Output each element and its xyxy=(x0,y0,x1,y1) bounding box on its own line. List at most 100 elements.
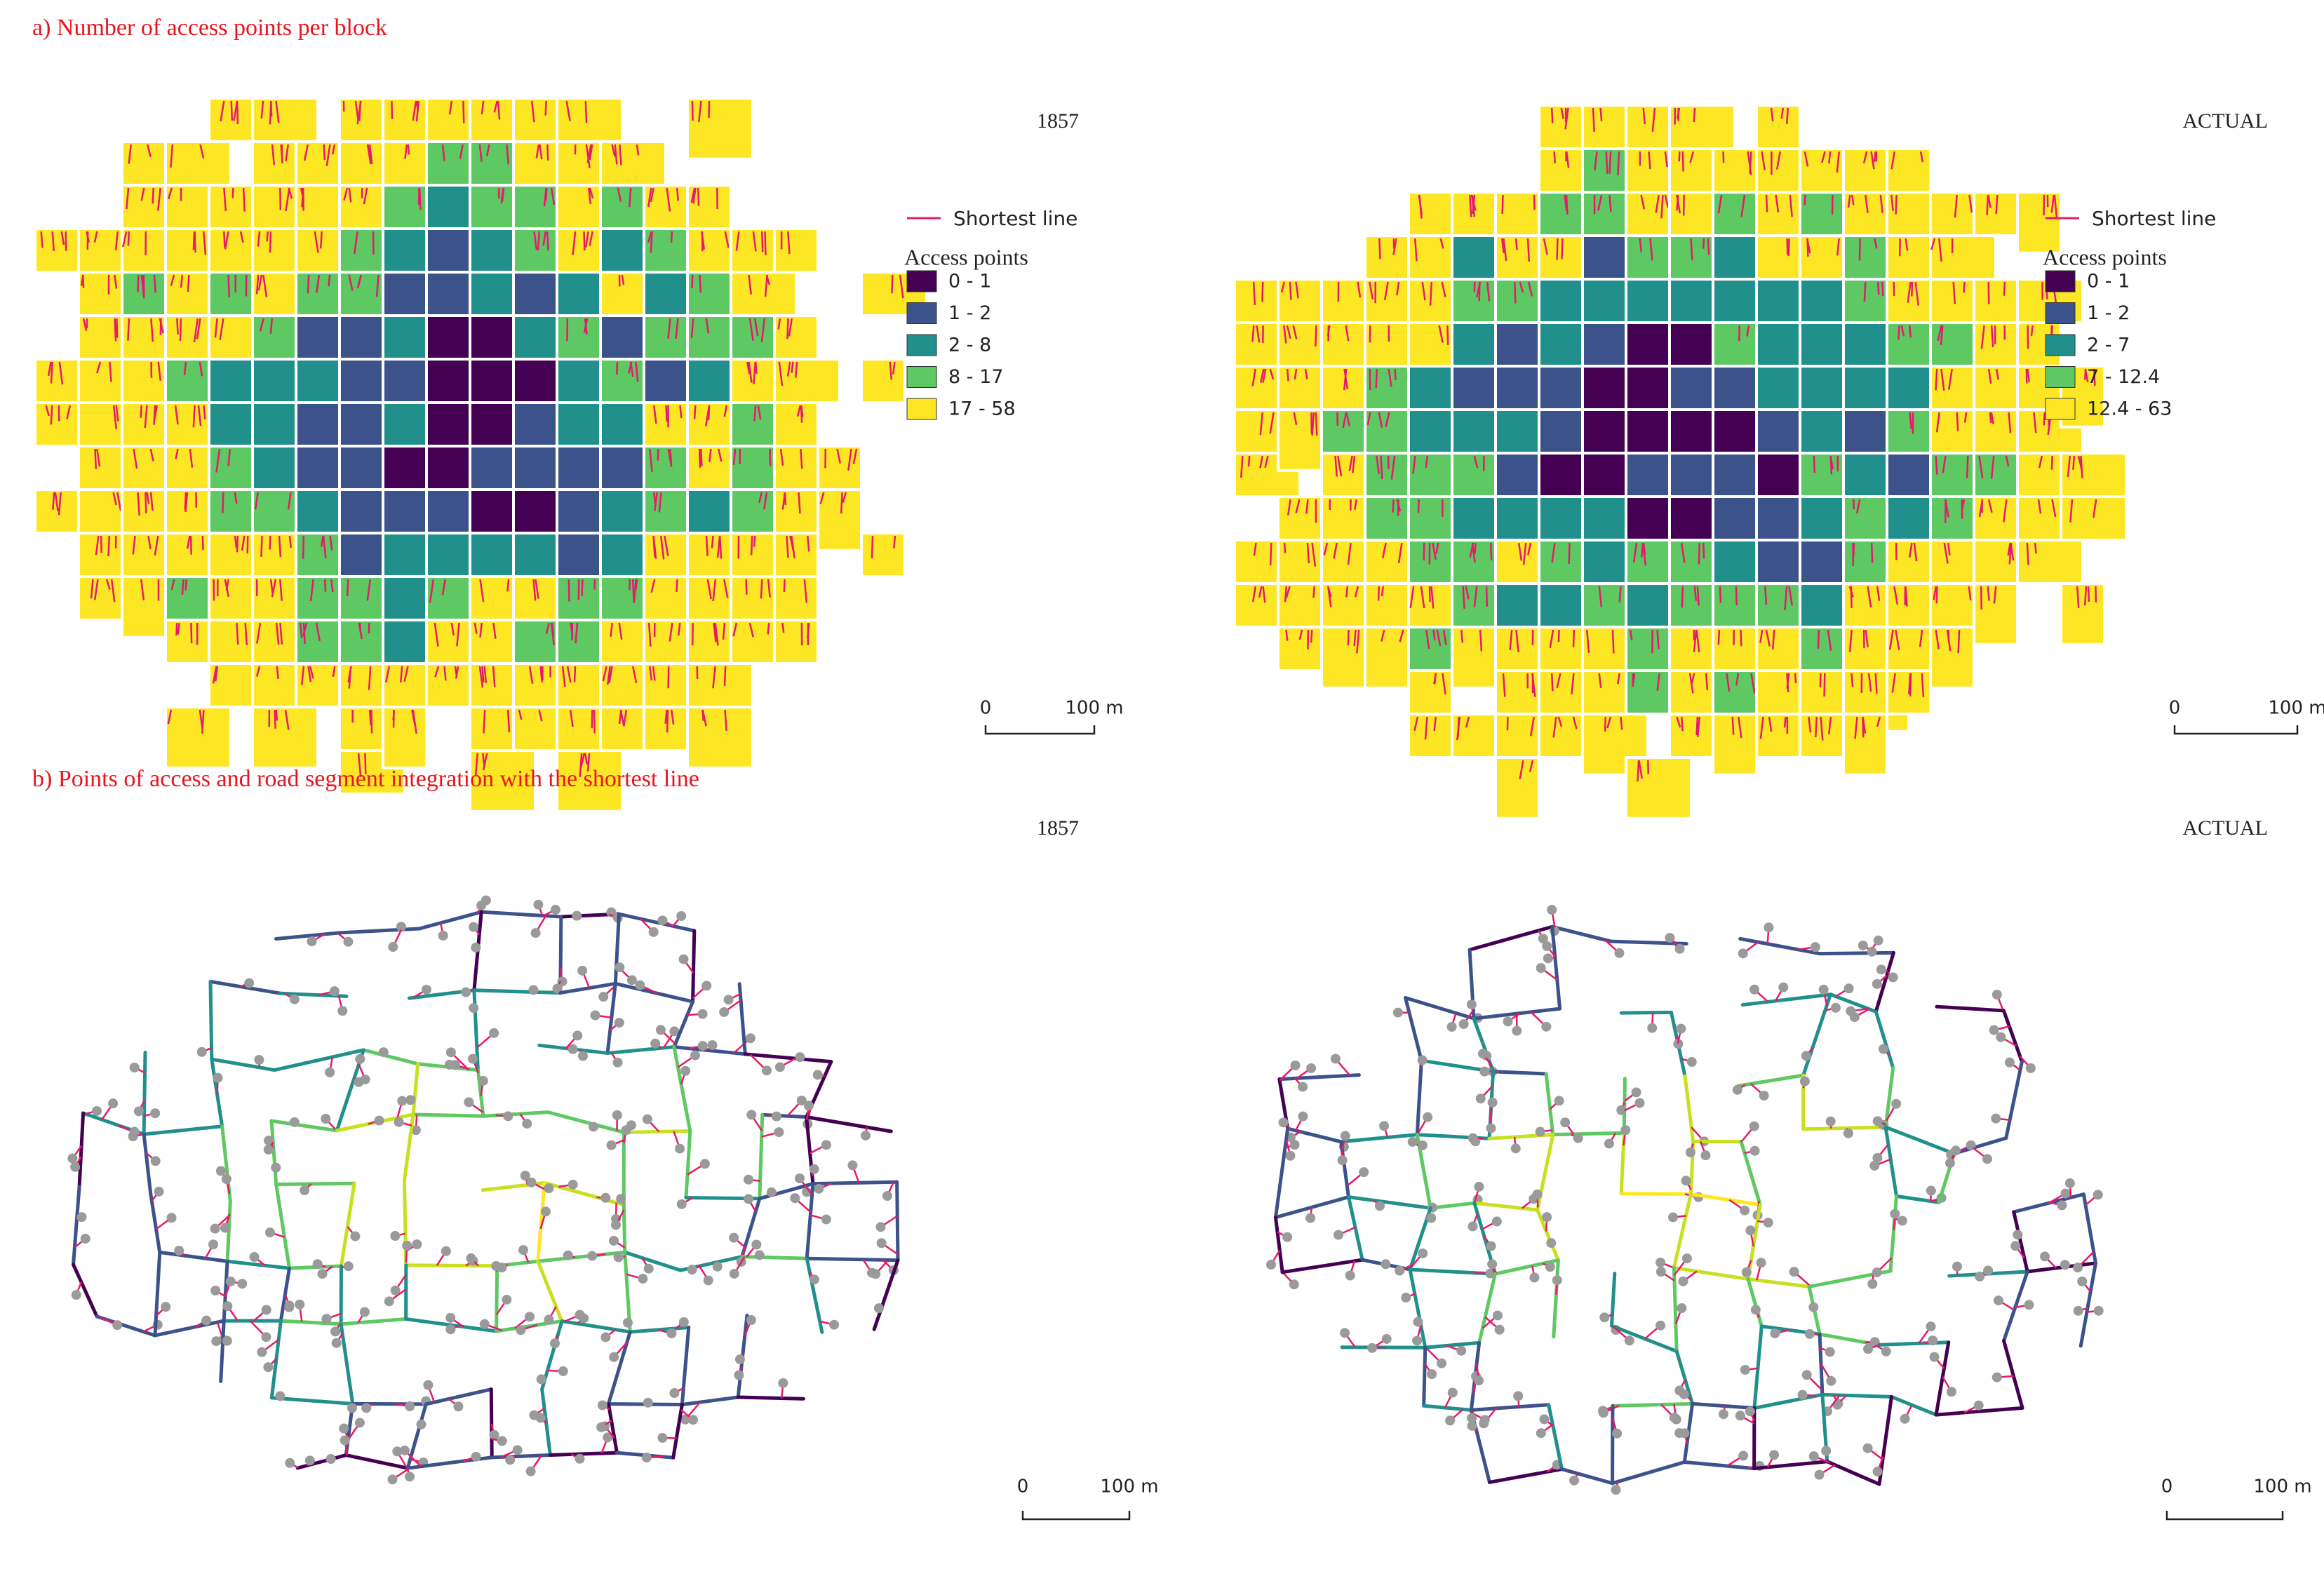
road-segment xyxy=(1611,1460,1686,1486)
shortest-line xyxy=(196,318,201,339)
shortest-line xyxy=(203,405,206,419)
access-point xyxy=(699,1159,710,1169)
shortest-line xyxy=(116,318,119,338)
access-point xyxy=(405,1095,416,1105)
shortest-line xyxy=(1503,238,1507,262)
block xyxy=(1929,191,1975,237)
access-point xyxy=(512,1445,523,1455)
shortest-line xyxy=(535,144,540,159)
shortest-line xyxy=(1442,673,1446,694)
access-point xyxy=(1337,1155,1348,1166)
road-segment xyxy=(1544,1072,1555,1137)
shortest-line xyxy=(154,535,159,556)
access-point xyxy=(676,1199,687,1209)
access-point xyxy=(1946,1387,1956,1397)
shortest-line xyxy=(146,492,150,504)
shortest-line xyxy=(1813,455,1816,473)
shortest-line xyxy=(274,709,276,729)
shortest-line xyxy=(2050,194,2055,213)
shortest-line xyxy=(1259,412,1263,436)
access-point xyxy=(1975,1271,1985,1281)
access-point xyxy=(1952,1261,1962,1272)
shortest-line xyxy=(1315,412,1318,436)
shortest-line xyxy=(518,709,523,720)
access-point xyxy=(600,1192,611,1203)
shortest-line xyxy=(1306,542,1310,564)
scale-bars: 0 100 m 0 100 m0 100 m 0 100 m xyxy=(980,698,2324,1521)
access-point xyxy=(399,1445,410,1455)
shortest-line xyxy=(227,448,231,466)
road-segment xyxy=(269,1396,355,1406)
shortest-line xyxy=(1829,455,1833,475)
shortest-line xyxy=(159,318,164,334)
shortest-line xyxy=(1509,629,1513,651)
shortest-line xyxy=(584,753,589,765)
panel-title: a) Number of access points per block xyxy=(32,15,387,41)
block xyxy=(1668,104,1736,150)
legend-entry: 7 - 12.4 xyxy=(2087,366,2160,388)
access-point xyxy=(378,1047,389,1058)
road-segment xyxy=(1874,950,1895,1014)
shortest-line xyxy=(891,274,894,294)
shortest-line xyxy=(493,100,498,113)
access-point xyxy=(809,1274,819,1285)
shortest-line xyxy=(1470,194,1476,217)
shortest-line xyxy=(2087,586,2090,603)
road-segment xyxy=(1547,1403,1564,1472)
access-point xyxy=(128,1131,138,1142)
access-point xyxy=(1897,1216,1907,1226)
access-point xyxy=(71,1290,81,1300)
shortest-line xyxy=(357,753,362,777)
access-point xyxy=(669,1388,680,1399)
access-point xyxy=(1543,953,1553,964)
road-segment xyxy=(1818,1332,1881,1347)
shortest-line xyxy=(456,622,460,647)
legend-entry: 2 - 7 xyxy=(2087,335,2130,356)
shortest-line xyxy=(375,274,380,297)
shortest-line xyxy=(1369,281,1373,300)
access-point xyxy=(471,942,481,953)
shortest-line xyxy=(1442,629,1447,645)
road-segment xyxy=(219,1319,226,1383)
shortest-line xyxy=(301,666,305,685)
shortest-line xyxy=(2027,368,2030,382)
access-point xyxy=(438,930,448,941)
shortest-line xyxy=(415,100,419,112)
shortest-line xyxy=(156,187,161,211)
block xyxy=(730,445,776,491)
access-point xyxy=(1818,984,1829,995)
access-point xyxy=(2025,1063,2036,1073)
access-point xyxy=(1681,1253,1692,1264)
shortest-line xyxy=(434,666,440,678)
legend-title: Access points xyxy=(2043,244,2167,269)
shortest-line xyxy=(1336,455,1343,477)
shortest-line xyxy=(652,405,657,424)
shortest-line xyxy=(214,666,219,682)
road-segment xyxy=(606,1402,619,1455)
shortest-line xyxy=(2037,499,2042,514)
shortest-line xyxy=(1820,716,1824,741)
block xyxy=(1755,539,1801,585)
shortest-line xyxy=(309,666,314,679)
shortest-line xyxy=(532,579,537,601)
shortest-line xyxy=(1771,629,1775,650)
shortest-line xyxy=(1423,542,1425,560)
access-point xyxy=(1340,1328,1350,1338)
shortest-line xyxy=(1759,716,1764,739)
shortest-line xyxy=(619,144,622,166)
shortest-line xyxy=(1533,194,1536,210)
access-point xyxy=(1655,1257,1666,1267)
block xyxy=(251,706,319,769)
scale-bar xyxy=(2173,725,2299,735)
shortest-line xyxy=(2093,368,2096,386)
shortest-line xyxy=(1605,151,1608,174)
access-point xyxy=(70,1162,81,1172)
access-point xyxy=(600,1332,611,1342)
access-point xyxy=(289,1117,300,1127)
shortest-line xyxy=(190,622,193,644)
road-segment xyxy=(1746,1202,1762,1281)
shortest-line xyxy=(93,579,99,600)
block xyxy=(338,619,384,665)
road-segment xyxy=(671,1402,684,1460)
block xyxy=(1755,365,1801,411)
